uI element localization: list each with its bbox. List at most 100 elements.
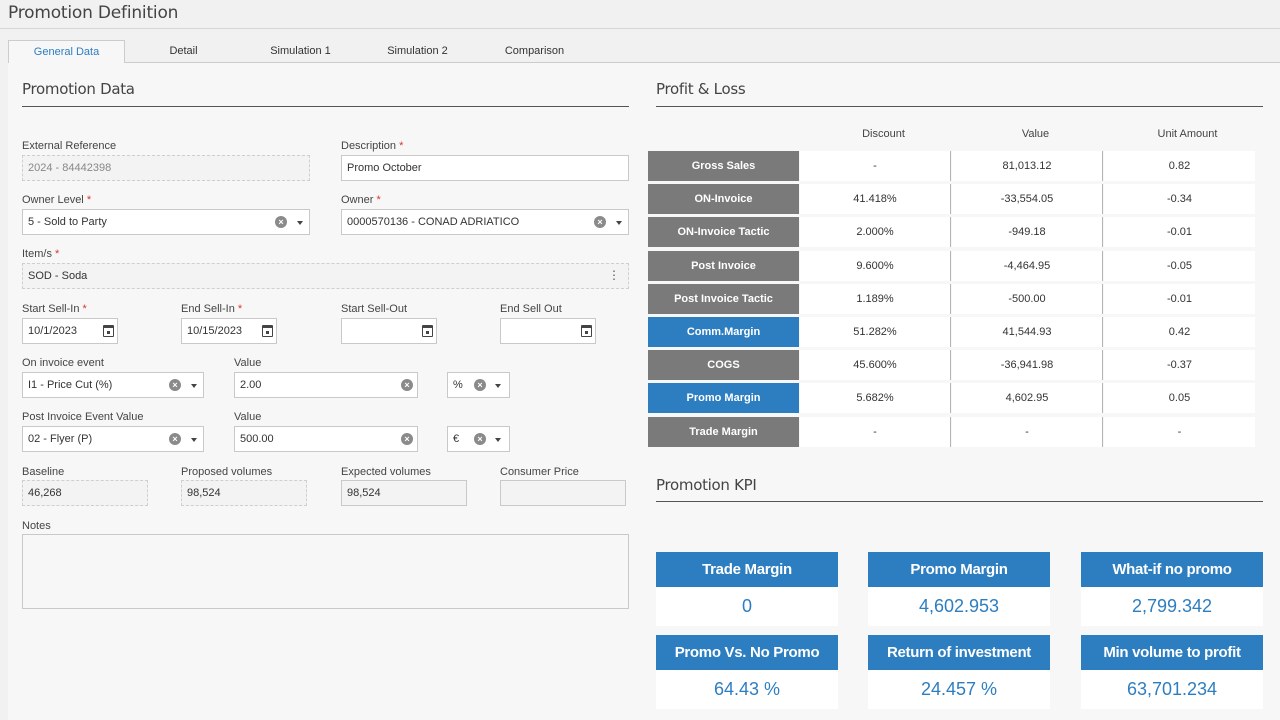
tab-detail[interactable]: Detail: [169, 45, 198, 57]
expected-volumes-label: Expected volumes: [341, 466, 431, 478]
clear-icon[interactable]: ×: [275, 216, 287, 228]
kpi-value: 0: [656, 587, 838, 626]
clear-icon[interactable]: ×: [474, 379, 486, 391]
kpi-label: Promo Vs. No Promo: [656, 635, 838, 670]
start-sell-out-date[interactable]: [341, 318, 437, 344]
pl-cell-value: -4,464.95: [952, 251, 1103, 281]
tab-bar: General Data Detail Simulation 1 Simulat…: [8, 40, 1280, 64]
pl-row: Gross Sales -81,013.12 0.82: [648, 151, 1255, 181]
more-options-icon[interactable]: ⋮: [608, 268, 620, 282]
tab-simulation-2[interactable]: Simulation 2: [387, 45, 448, 57]
owner-select[interactable]: 0000570136 - CONAD ADRIATICO ×: [341, 209, 629, 235]
consumer-price-label: Consumer Price: [500, 466, 579, 478]
kpi-card-promo-margin: Promo Margin 4,602.953: [868, 552, 1050, 626]
chevron-down-icon[interactable]: [616, 221, 622, 225]
pl-row: Post Invoice Tactic 1.189% -500.00 -0.01: [648, 284, 1255, 314]
pl-row-label: Promo Margin: [648, 383, 799, 413]
post-invoice-event-label: Post Invoice Event Value: [22, 411, 144, 423]
kpi-value: 4,602.953: [868, 587, 1050, 626]
pl-row: Trade Margin - - -: [648, 417, 1255, 447]
profit-loss-title: Profit & Loss: [656, 80, 746, 98]
external-reference-field: 2024 - 84442398: [22, 155, 310, 181]
pl-row-label: COGS: [648, 350, 799, 380]
kpi-value: 2,799.342: [1081, 587, 1263, 626]
description-field[interactable]: Promo October: [341, 155, 629, 181]
tab-general-data[interactable]: General Data: [8, 40, 125, 64]
pl-cell-value: -36,941.98: [952, 350, 1103, 380]
pl-cell-value: 41,544.93: [952, 317, 1103, 347]
external-reference-label: External Reference: [22, 140, 117, 152]
pl-cell-value: -: [952, 417, 1103, 447]
notes-textarea[interactable]: [22, 534, 629, 609]
kpi-value: 64.43 %: [656, 670, 838, 709]
pl-cell-unit: -: [1104, 417, 1255, 447]
calendar-icon[interactable]: [422, 325, 433, 337]
kpi-value: 63,701.234: [1081, 670, 1263, 709]
kpi-card-min-volume-to-profit: Min volume to profit 63,701.234: [1081, 635, 1263, 709]
clear-icon[interactable]: ×: [169, 433, 181, 445]
consumer-price-field[interactable]: [500, 480, 626, 506]
clear-icon[interactable]: ×: [474, 433, 486, 445]
clear-icon[interactable]: ×: [401, 433, 413, 445]
chevron-down-icon[interactable]: [297, 221, 303, 225]
page-title: Promotion Definition: [8, 3, 179, 23]
pl-header-discount: Discount: [862, 128, 905, 140]
pl-row-label: Comm.Margin: [648, 317, 799, 347]
pl-cell-value: -33,554.05: [952, 184, 1103, 214]
end-sell-in-date[interactable]: 10/15/2023: [181, 318, 277, 344]
on-invoice-event-value: I1 - Price Cut (%): [28, 379, 113, 391]
promotion-kpi-title: Promotion KPI: [656, 476, 757, 494]
owner-level-select[interactable]: 5 - Sold to Party ×: [22, 209, 310, 235]
calendar-icon[interactable]: [103, 325, 114, 337]
owner-value: 0000570136 - CONAD ADRIATICO: [347, 216, 520, 228]
pl-cell-value: 4,602.95: [952, 383, 1103, 413]
items-field[interactable]: SOD - Soda ⋮: [22, 263, 629, 289]
clear-icon[interactable]: ×: [401, 379, 413, 391]
post-invoice-value-input[interactable]: 500.00 ×: [234, 426, 418, 452]
end-sell-out-label: End Sell Out: [500, 303, 562, 315]
promotion-kpi-divider: [656, 501, 1263, 502]
kpi-card-trade-margin: Trade Margin 0: [656, 552, 838, 626]
owner-level-label: Owner Level *: [22, 194, 92, 206]
clear-icon[interactable]: ×: [169, 379, 181, 391]
kpi-label: Min volume to profit: [1081, 635, 1263, 670]
pl-cell-value: -500.00: [952, 284, 1103, 314]
end-sell-out-date[interactable]: [500, 318, 596, 344]
on-invoice-event-select[interactable]: I1 - Price Cut (%) ×: [22, 372, 204, 398]
calendar-icon[interactable]: [262, 325, 273, 337]
start-sell-in-date[interactable]: 10/1/2023: [22, 318, 118, 344]
items-label: Item/s *: [22, 248, 60, 260]
on-invoice-unit: %: [453, 379, 463, 391]
title-divider: [0, 28, 1280, 29]
pl-cell-unit: -0.05: [1104, 251, 1255, 281]
calendar-icon[interactable]: [581, 325, 592, 337]
post-invoice-unit-select[interactable]: € ×: [447, 426, 510, 452]
kpi-card-return-of-investment: Return of investment 24.457 %: [868, 635, 1050, 709]
chevron-down-icon[interactable]: [495, 384, 501, 388]
pl-row: ON-Invoice 41.418% -33,554.05 -0.34: [648, 184, 1255, 214]
pl-cell-discount: 41.418%: [800, 184, 951, 214]
promotion-data-divider: [22, 106, 629, 107]
tab-comparison[interactable]: Comparison: [504, 45, 565, 57]
pl-cell-unit: -0.01: [1104, 284, 1255, 314]
pl-cell-unit: 0.82: [1104, 151, 1255, 181]
expected-volumes-field[interactable]: 98,524: [341, 480, 467, 506]
on-invoice-unit-select[interactable]: % ×: [447, 372, 510, 398]
tab-simulation-1[interactable]: Simulation 1: [270, 45, 331, 57]
on-invoice-value-input[interactable]: 2.00 ×: [234, 372, 418, 398]
on-invoice-value-label: Value: [234, 357, 262, 369]
kpi-label: Trade Margin: [656, 552, 838, 587]
chevron-down-icon[interactable]: [191, 384, 197, 388]
kpi-card-what-if-no-promo: What-if no promo 2,799.342: [1081, 552, 1263, 626]
chevron-down-icon[interactable]: [495, 438, 501, 442]
post-invoice-event-select[interactable]: 02 - Flyer (P) ×: [22, 426, 204, 452]
owner-level-value: 5 - Sold to Party: [28, 216, 107, 228]
pl-row: Comm.Margin 51.282% 41,544.93 0.42: [648, 317, 1255, 347]
pl-row: Promo Margin 5.682% 4,602.95 0.05: [648, 383, 1255, 413]
proposed-volumes-label: Proposed volumes: [181, 466, 273, 478]
pl-row-label: Trade Margin: [648, 417, 799, 447]
pl-cell-discount: 51.282%: [800, 317, 951, 347]
pl-cell-unit: -0.01: [1104, 217, 1255, 247]
clear-icon[interactable]: ×: [594, 216, 606, 228]
chevron-down-icon[interactable]: [191, 438, 197, 442]
